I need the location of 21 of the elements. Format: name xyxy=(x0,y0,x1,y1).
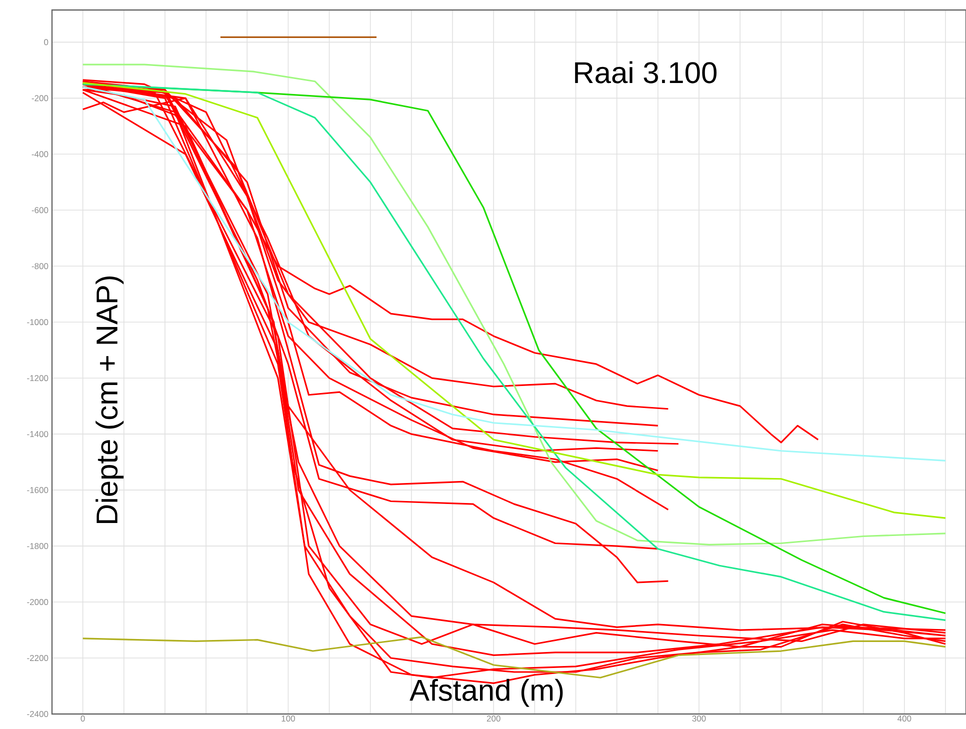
y-tick-label: -1600 xyxy=(27,487,48,494)
y-tick-label: -2400 xyxy=(27,710,48,718)
x-tick-label: 300 xyxy=(692,716,706,722)
y-tick-label: -1400 xyxy=(27,431,48,438)
x-axis-title: Afstand (m) xyxy=(410,678,563,707)
y-axis-title: Diepte (cm + NAP) xyxy=(96,276,124,523)
y-tick-label: -1800 xyxy=(27,543,48,550)
y-tick-label: -800 xyxy=(32,263,48,270)
y-tick-label: -1200 xyxy=(27,375,48,382)
x-tick-label: 0 xyxy=(80,716,85,722)
y-tick-label: -600 xyxy=(32,207,48,214)
x-tick-label: 200 xyxy=(486,716,500,722)
y-tick-label: -2000 xyxy=(27,599,48,606)
y-tick-label: -1000 xyxy=(27,319,48,326)
y-tick-label: 0 xyxy=(44,39,48,46)
y-tick-label: -200 xyxy=(32,95,48,102)
x-tick-label: 100 xyxy=(282,716,295,722)
y-tick-label: -400 xyxy=(32,151,48,158)
x-tick-label: 400 xyxy=(897,716,912,722)
text: Raai 3.100 xyxy=(575,61,717,84)
y-tick-label: -2200 xyxy=(27,655,48,662)
